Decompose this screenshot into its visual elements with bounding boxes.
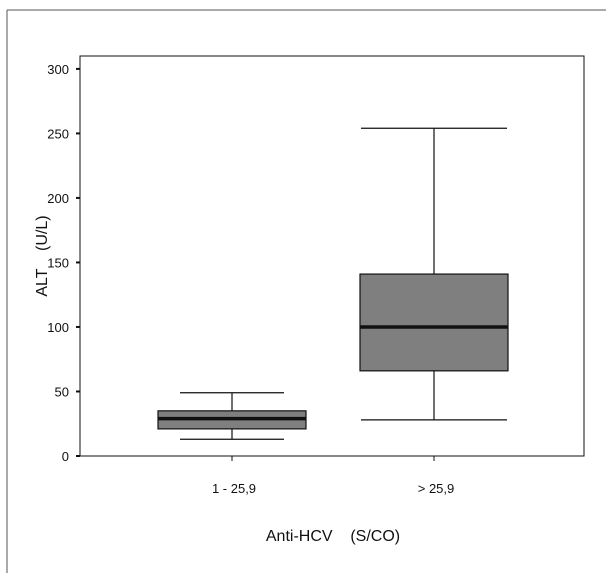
box-2 (359, 127, 509, 421)
y-tick-label: 50 (55, 384, 69, 399)
plot-frame (79, 55, 585, 457)
x-axis-title: Anti-HCV (S/CO) (266, 528, 400, 545)
box-1 (157, 392, 307, 440)
y-axis-title: ALT (U/L) (34, 215, 51, 296)
y-tick-label: 0 (62, 449, 69, 464)
y-tick-label: 250 (47, 126, 69, 141)
y-tick-label: 100 (47, 320, 69, 335)
y-tick-label: 200 (47, 191, 69, 206)
y-tick-label: 150 (47, 255, 69, 270)
y-tick-label: 300 (47, 62, 69, 77)
box-series (157, 127, 509, 440)
x-axis-ticks: 1 - 25,9 > 25,9 (212, 456, 454, 496)
x-tick-label: 1 - 25,9 (212, 481, 256, 496)
interquartile-box (359, 273, 509, 372)
x-tick-label: > 25,9 (418, 481, 455, 496)
y-axis-ticks: 0 50 100 150 200 250 300 (47, 62, 80, 464)
